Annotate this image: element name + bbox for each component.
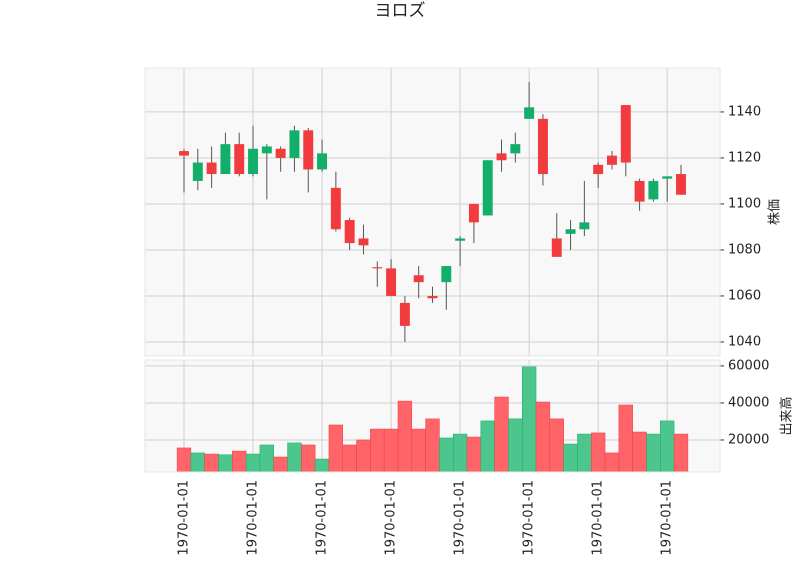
candle-body [662, 176, 673, 179]
candle-body [510, 144, 521, 154]
candle-body [303, 130, 314, 170]
volume-bar [632, 431, 647, 473]
candle-body [317, 153, 328, 170]
candle-body [496, 153, 507, 161]
volume-bar [383, 428, 399, 473]
candle-body [620, 105, 631, 163]
panel-frame [144, 359, 721, 473]
volume-bar [356, 439, 371, 473]
x-tick-label: 1970-01-01 [453, 480, 468, 556]
volume-tick-label: 40000 [728, 395, 769, 410]
candle-body [648, 180, 659, 200]
panel-frame [144, 67, 721, 357]
candle-body [179, 151, 189, 156]
x-tick-label: 1970-01-01 [660, 480, 675, 556]
x-tick-label: 1970-01-01 [246, 480, 261, 556]
y-tick-label: 1120 [728, 150, 761, 165]
candle-body [565, 229, 576, 234]
volume-bar [549, 418, 564, 473]
candle-body [441, 266, 452, 283]
candle-body [234, 144, 245, 175]
volume-bar [232, 450, 247, 473]
volume-bar [314, 458, 330, 473]
candle-body [358, 238, 369, 246]
volume-bar [494, 396, 509, 473]
volume-bar [604, 452, 620, 473]
volume-bar [452, 433, 468, 473]
volume-bar [591, 432, 606, 473]
candle-body [330, 187, 341, 230]
x-tick-label: 1970-01-01 [522, 480, 537, 556]
candle-body [551, 238, 562, 257]
candle-body [482, 160, 493, 216]
volume-bar [577, 433, 592, 473]
candle-body [468, 203, 479, 223]
candle-body [248, 148, 258, 175]
candle-body [593, 164, 604, 175]
volume-tick-label: 60000 [728, 358, 769, 373]
x-tick-label: 1970-01-01 [591, 480, 606, 556]
volume-bar [508, 418, 523, 473]
y-tick-label: 1140 [728, 104, 761, 119]
volume-bar [218, 454, 233, 473]
candle-body [386, 268, 397, 296]
y-tick-label: 1040 [728, 334, 761, 349]
price-panel [145, 68, 720, 356]
y-axis-label: 株価 [768, 199, 783, 225]
candle-body [344, 220, 355, 244]
candle-body [607, 155, 617, 165]
volume-bar [245, 453, 261, 473]
x-tick-label: 1970-01-01 [384, 480, 399, 556]
volume-axis-label: 出来高 [779, 396, 795, 435]
y-tick-label: 1060 [728, 288, 761, 303]
candle-body [261, 146, 272, 154]
candle-body [192, 162, 203, 181]
candle-body [289, 130, 300, 158]
volume-bar [646, 433, 661, 473]
candle-body [372, 267, 383, 269]
candle-body [275, 148, 286, 158]
volume-bar [204, 453, 219, 473]
volume-bar [425, 418, 440, 473]
candle-body [537, 118, 548, 175]
candle-body [427, 295, 438, 299]
volume-bar [259, 444, 274, 473]
volume-bar [370, 428, 385, 473]
x-tick-label: 1970-01-01 [315, 480, 330, 556]
volume-bar [176, 447, 192, 473]
volume-bar [480, 420, 495, 473]
volume-tick-label: 20000 [728, 432, 769, 447]
volume-bar [439, 437, 454, 473]
volume-bar [673, 433, 689, 473]
volume-bar [273, 456, 288, 473]
volume-bar [342, 444, 357, 473]
volume-bar [466, 436, 482, 473]
x-tick-label: 1970-01-01 [177, 480, 192, 556]
volume-bar [190, 452, 205, 473]
candle-body [399, 302, 410, 326]
volume-bar [287, 442, 302, 473]
volume-bar [328, 424, 344, 473]
volume-bar [563, 443, 578, 473]
volume-bar [618, 404, 633, 473]
volume-bar [660, 420, 675, 473]
volume-bar [411, 428, 426, 473]
candle-body [634, 180, 645, 202]
chart-title: ヨロズ [375, 1, 426, 21]
candle-body [455, 238, 466, 241]
candle-body [676, 174, 686, 195]
candle-body [524, 107, 535, 119]
volume-bar [521, 366, 537, 473]
candle-body [413, 275, 424, 283]
y-tick-label: 1100 [728, 196, 761, 211]
candle-body [220, 144, 231, 175]
candle-body [579, 222, 590, 230]
y-tick-label: 1080 [728, 242, 761, 257]
volume-bar [535, 401, 551, 473]
candle-body [206, 162, 217, 175]
volume-bar [397, 400, 413, 473]
volume-bar [301, 444, 316, 473]
